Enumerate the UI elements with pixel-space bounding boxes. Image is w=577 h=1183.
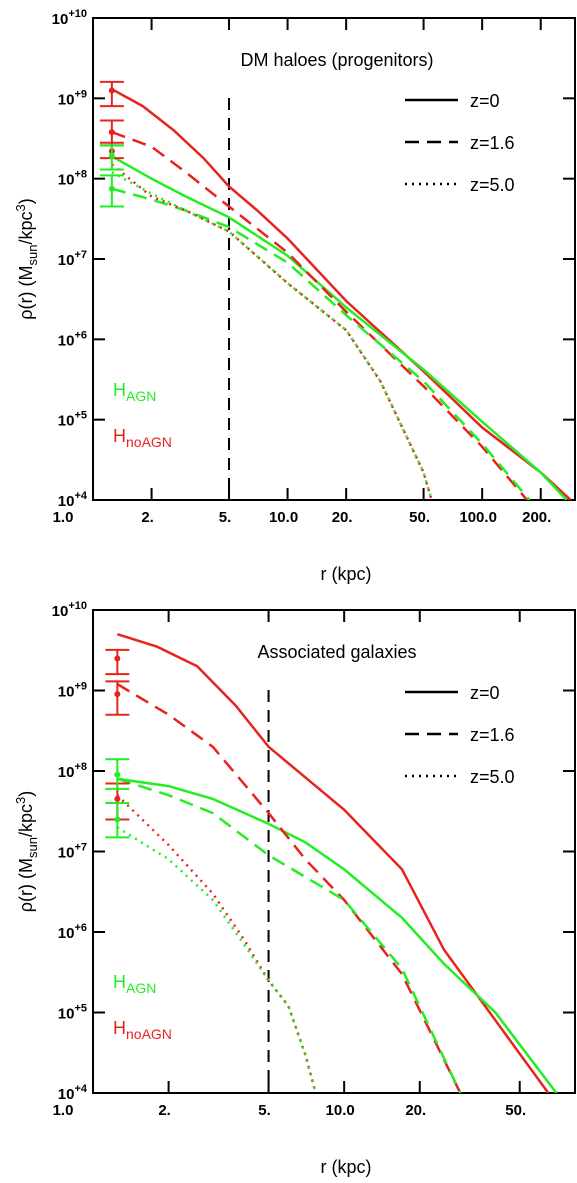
y-tick-label: 10+7 xyxy=(58,249,87,269)
y-tick-label: 10+9 xyxy=(58,681,87,701)
legend-label: z=0 xyxy=(470,683,500,703)
y-tick-label: 10+5 xyxy=(58,410,87,430)
data-point xyxy=(114,771,121,778)
y-tick-label: 10+10 xyxy=(52,8,87,28)
data-line xyxy=(116,794,317,1093)
x-tick-label: 1.0 xyxy=(53,509,74,526)
y-axis-label: ρ(r) (Msun/kpc3) xyxy=(13,198,40,319)
y-tick-label: 10+6 xyxy=(58,329,87,349)
data-point xyxy=(108,185,115,192)
x-tick-label: 200. xyxy=(522,509,551,526)
data-line xyxy=(111,187,531,500)
plot-frame xyxy=(92,17,576,501)
y-tick-label: 10+4 xyxy=(58,490,88,510)
y-tick-label: 10+6 xyxy=(58,922,87,942)
data-line xyxy=(111,171,433,500)
legend-label: z=1.6 xyxy=(470,725,515,745)
legend-group: HAGN xyxy=(113,972,156,996)
data-point xyxy=(114,655,121,662)
x-tick-label: 5. xyxy=(258,1102,271,1119)
y-tick-label: 10+10 xyxy=(52,600,87,620)
data-line xyxy=(117,777,558,1093)
y-tick-label: 10+5 xyxy=(58,1003,87,1023)
y-tick-label: 10+8 xyxy=(58,761,87,781)
x-tick-label: 100.0 xyxy=(459,509,497,526)
legend-label: z=5.0 xyxy=(470,175,515,195)
x-tick-label: 50. xyxy=(409,509,430,526)
x-tick-label: 10.0 xyxy=(326,1102,355,1119)
data-line xyxy=(111,163,433,500)
panel-title: Associated galaxies xyxy=(257,642,416,662)
x-tick-label: 50. xyxy=(505,1102,526,1119)
data-point xyxy=(114,795,121,802)
y-tick-label: 10+7 xyxy=(58,842,87,862)
x-axis-label: r (kpc) xyxy=(321,564,372,584)
panel: 10+4 10+5 10+6 10+7 10+8 10+9 10+10 1.0 2. 5. 10.0… xyxy=(13,600,576,1177)
x-tick-label: 5. xyxy=(219,509,232,526)
x-tick-label: 1.0 xyxy=(53,1102,74,1119)
panel: 10+4 10+5 10+6 10+7 10+8 10+9 10+10 1.0 2. 5. 10.0… xyxy=(13,8,576,584)
legend-label: z=5.0 xyxy=(470,767,515,787)
legend-group: HAGN xyxy=(113,380,156,404)
y-tick-label: 10+4 xyxy=(58,1083,88,1103)
data-line xyxy=(116,777,462,1093)
data-line xyxy=(111,130,528,500)
x-tick-label: 2. xyxy=(141,509,154,526)
panel-title: DM haloes (progenitors) xyxy=(240,50,433,70)
legend-label: z=0 xyxy=(470,91,500,111)
x-tick-label: 10.0 xyxy=(269,509,298,526)
data-point xyxy=(108,129,115,136)
legend-group: HnoAGN xyxy=(113,426,172,450)
x-tick-label: 20. xyxy=(332,509,353,526)
data-point xyxy=(108,153,115,160)
x-tick-label: 2. xyxy=(158,1102,171,1119)
data-line xyxy=(116,633,550,1093)
y-axis-label: ρ(r) (Msun/kpc3) xyxy=(13,791,40,912)
data-point xyxy=(114,691,121,698)
x-tick-label: 20. xyxy=(405,1102,426,1119)
x-axis-label: r (kpc) xyxy=(321,1157,372,1177)
plot-frame xyxy=(92,609,576,1094)
legend-group: HnoAGN xyxy=(113,1018,172,1042)
legend-label: z=1.6 xyxy=(470,133,515,153)
data-line xyxy=(116,826,317,1093)
data-line xyxy=(111,88,572,500)
y-tick-label: 10+9 xyxy=(58,88,87,108)
data-point xyxy=(108,87,115,94)
y-tick-label: 10+8 xyxy=(58,169,87,189)
data-point xyxy=(114,816,121,823)
data-line xyxy=(116,683,462,1093)
